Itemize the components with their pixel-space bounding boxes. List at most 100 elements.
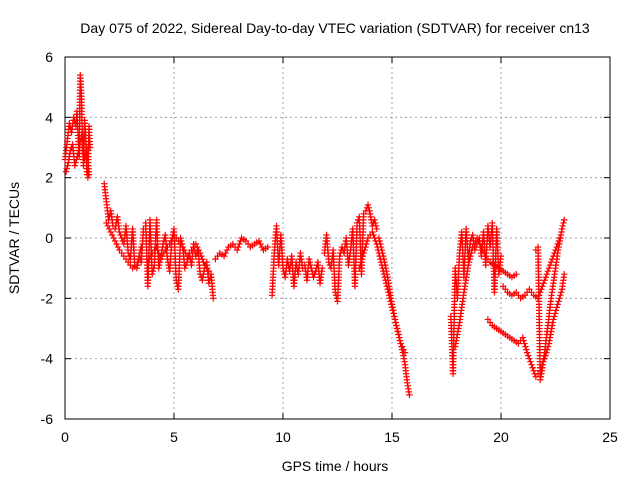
data-point <box>136 249 144 257</box>
data-point <box>223 246 231 254</box>
data-point <box>468 249 475 257</box>
data-point <box>497 252 505 260</box>
data-point <box>64 162 71 169</box>
data-point <box>479 246 487 254</box>
data-point <box>466 255 473 263</box>
data-point <box>406 391 413 399</box>
data-point <box>393 325 401 332</box>
data-point <box>546 261 554 269</box>
data-point <box>393 322 400 329</box>
data-point <box>372 219 379 227</box>
data-point <box>360 249 367 257</box>
data-point <box>553 304 561 311</box>
data-point <box>153 243 160 251</box>
series-seg-e <box>142 216 217 302</box>
y-axis-label: SDTVAR / TECUs <box>6 182 22 294</box>
data-point <box>103 219 110 227</box>
data-point <box>465 258 473 266</box>
data-point <box>478 243 485 251</box>
data-point <box>359 252 366 260</box>
data-point <box>469 243 476 251</box>
data-point <box>544 267 552 275</box>
data-point <box>559 222 566 230</box>
y-tick-label: -4 <box>41 351 54 367</box>
data-point <box>556 295 563 302</box>
x-tick-label: 5 <box>170 429 178 445</box>
data-point <box>362 243 369 251</box>
data-point <box>199 255 206 263</box>
data-point <box>144 258 152 266</box>
data-point <box>397 340 404 347</box>
y-tick-label: 0 <box>45 230 53 246</box>
data-point <box>73 156 80 163</box>
data-point <box>544 343 552 350</box>
data-point <box>257 240 264 248</box>
data-point <box>220 252 228 260</box>
x-tick-label: 20 <box>493 429 509 445</box>
data-point <box>391 313 398 320</box>
data-point <box>62 168 70 175</box>
data-points <box>61 71 568 399</box>
data-point <box>376 237 383 245</box>
data-point <box>467 252 474 260</box>
data-point <box>181 264 189 272</box>
data-point <box>336 252 343 260</box>
data-point <box>109 231 116 239</box>
data-point <box>363 237 371 245</box>
data-point <box>255 237 263 245</box>
data-point <box>370 231 377 239</box>
series-seg-f <box>144 231 213 275</box>
data-point <box>390 310 398 317</box>
data-point <box>396 337 404 344</box>
data-point <box>526 355 533 362</box>
data-point <box>400 346 407 353</box>
series-seg-b <box>62 129 93 178</box>
data-point <box>258 243 266 251</box>
data-point <box>167 237 175 245</box>
data-point <box>361 246 368 254</box>
data-point <box>550 316 557 323</box>
data-point <box>523 349 531 356</box>
data-point <box>264 243 271 251</box>
data-point <box>306 258 314 266</box>
y-tick-label: 4 <box>45 109 53 125</box>
data-point <box>235 243 242 251</box>
data-point <box>210 295 217 302</box>
data-point <box>380 252 387 260</box>
data-point <box>357 258 365 266</box>
data-point <box>382 264 389 272</box>
data-point <box>369 228 376 236</box>
data-point <box>529 364 536 371</box>
series-seg-g <box>212 234 271 263</box>
data-point <box>389 304 396 311</box>
data-point <box>560 219 567 227</box>
data-point <box>523 346 530 353</box>
series-seg-k <box>375 234 409 356</box>
data-point <box>157 255 165 263</box>
data-point <box>513 271 520 278</box>
data-point <box>561 271 568 278</box>
data-point <box>377 243 385 251</box>
data-point <box>550 313 558 320</box>
data-point <box>552 307 560 314</box>
data-point <box>392 319 399 326</box>
data-point <box>390 307 397 314</box>
data-point <box>551 310 559 317</box>
data-point <box>237 237 244 245</box>
series-seg-i <box>321 201 380 305</box>
data-point <box>149 267 157 275</box>
data-point <box>527 358 534 365</box>
data-point <box>391 316 399 323</box>
data-point <box>554 301 561 308</box>
data-point <box>180 246 188 254</box>
data-point <box>192 240 199 248</box>
data-point <box>375 234 383 242</box>
data-point <box>71 162 79 169</box>
data-point <box>481 249 488 257</box>
data-point <box>373 225 380 233</box>
data-point <box>85 171 93 178</box>
data-point <box>114 243 122 251</box>
series-seg-j <box>356 228 413 399</box>
data-point <box>555 298 562 305</box>
data-point <box>196 249 204 257</box>
